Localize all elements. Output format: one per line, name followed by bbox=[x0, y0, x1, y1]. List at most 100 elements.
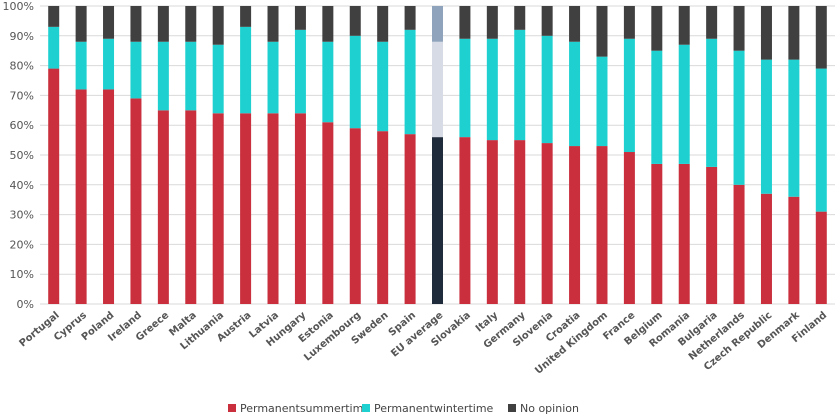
bar-segment bbox=[678, 6, 690, 45]
bar-segment bbox=[596, 146, 608, 304]
bar-segment bbox=[514, 6, 526, 30]
y-tick-label: 20% bbox=[10, 238, 34, 251]
bar-segment bbox=[706, 38, 718, 167]
bar-segment bbox=[294, 113, 306, 304]
bar-segment bbox=[788, 196, 800, 304]
bar-segment bbox=[678, 163, 690, 304]
bar-segment bbox=[157, 110, 169, 304]
bar-segment bbox=[294, 29, 306, 114]
bar-segment bbox=[294, 6, 306, 30]
bar-segment bbox=[349, 6, 361, 36]
y-tick-label: 80% bbox=[10, 60, 34, 73]
bar-segment bbox=[212, 44, 224, 114]
bar-segment bbox=[75, 6, 87, 42]
bar-segment bbox=[377, 131, 389, 304]
bar-segment bbox=[48, 26, 60, 69]
bar-segment bbox=[322, 122, 334, 304]
bar-segment bbox=[75, 89, 87, 304]
bar-segment bbox=[75, 41, 87, 90]
bar-segment bbox=[459, 6, 471, 39]
bar-segment bbox=[157, 41, 169, 111]
bar-segment bbox=[486, 38, 498, 141]
y-tick-label: 10% bbox=[10, 268, 34, 281]
legend-label: Permanentsummertime bbox=[240, 402, 370, 415]
bar-segment bbox=[569, 41, 581, 147]
bar-segment bbox=[267, 113, 279, 304]
bar-segment bbox=[706, 6, 718, 39]
bar-segment bbox=[404, 6, 416, 30]
bar-segment bbox=[706, 166, 718, 304]
y-tick-label: 50% bbox=[10, 149, 34, 162]
bar-segment bbox=[651, 50, 663, 164]
bar-segment bbox=[514, 29, 526, 141]
bar-segment bbox=[596, 6, 608, 57]
bar-segment bbox=[240, 26, 252, 114]
y-tick-label: 70% bbox=[10, 89, 34, 102]
bar-segment bbox=[760, 193, 772, 304]
bar-segment bbox=[212, 6, 224, 45]
y-tick-label: 0% bbox=[17, 298, 34, 311]
bar-segment bbox=[322, 41, 334, 123]
bar-segment bbox=[240, 113, 252, 304]
bar-segment bbox=[185, 6, 197, 42]
bar-segment bbox=[377, 41, 389, 132]
bar-segment bbox=[486, 6, 498, 39]
bar-segment bbox=[130, 41, 142, 99]
bar-segment bbox=[432, 137, 443, 304]
bar-segment bbox=[733, 6, 745, 51]
bar-segment bbox=[651, 6, 663, 51]
bar-segment bbox=[541, 143, 553, 304]
bar-segment bbox=[651, 163, 663, 304]
bar-segment bbox=[267, 41, 279, 114]
bar-segment bbox=[48, 68, 60, 304]
bar-segment bbox=[157, 6, 169, 42]
bar-segment bbox=[760, 6, 772, 60]
bar-segment bbox=[377, 6, 389, 42]
bar-segment bbox=[48, 6, 60, 27]
bar-segment bbox=[185, 41, 197, 111]
bar-segment bbox=[486, 140, 498, 304]
bars bbox=[48, 6, 827, 304]
bar-segment bbox=[404, 134, 416, 304]
bar-segment bbox=[815, 68, 827, 212]
y-tick-label: 60% bbox=[10, 119, 34, 132]
bar-segment bbox=[623, 152, 635, 304]
legend-label: No opinion bbox=[520, 402, 579, 415]
x-axis-labels: PortugalCyprusPolandIrelandGreeceMaltaLi… bbox=[18, 310, 830, 377]
legend-label: Permanentwintertime bbox=[374, 402, 494, 415]
bar-segment bbox=[130, 6, 142, 42]
bar-segment bbox=[432, 6, 443, 42]
bar-segment bbox=[815, 211, 827, 304]
bar-segment bbox=[541, 35, 553, 144]
bar-segment bbox=[678, 44, 690, 164]
legend: Permanentsummertime Permanentwintertime No… bbox=[228, 402, 579, 415]
y-tick-label: 100% bbox=[3, 0, 34, 13]
legend-swatch bbox=[228, 404, 236, 412]
bar-segment bbox=[788, 6, 800, 60]
bar-segment bbox=[733, 184, 745, 304]
bar-segment bbox=[103, 6, 115, 39]
bar-segment bbox=[103, 89, 115, 304]
bar-segment bbox=[569, 6, 581, 42]
bar-segment bbox=[185, 110, 197, 304]
legend-swatch bbox=[362, 404, 370, 412]
bar-segment bbox=[459, 137, 471, 304]
bar-segment bbox=[733, 50, 745, 185]
bar-segment bbox=[569, 146, 581, 304]
bar-segment bbox=[322, 6, 334, 42]
bar-segment bbox=[596, 56, 608, 147]
bar-segment bbox=[459, 38, 471, 138]
bar-segment bbox=[404, 29, 416, 135]
x-tick-label: Portugal bbox=[18, 310, 62, 350]
bar-segment bbox=[349, 128, 361, 304]
bar-segment bbox=[815, 6, 827, 69]
bar-segment bbox=[349, 35, 361, 129]
bar-segment bbox=[103, 38, 115, 90]
bar-segment bbox=[514, 140, 526, 304]
y-tick-label: 30% bbox=[10, 209, 34, 222]
bar-segment bbox=[240, 6, 252, 27]
y-tick-label: 40% bbox=[10, 179, 34, 192]
bar-segment bbox=[623, 6, 635, 39]
bar-segment bbox=[212, 113, 224, 304]
